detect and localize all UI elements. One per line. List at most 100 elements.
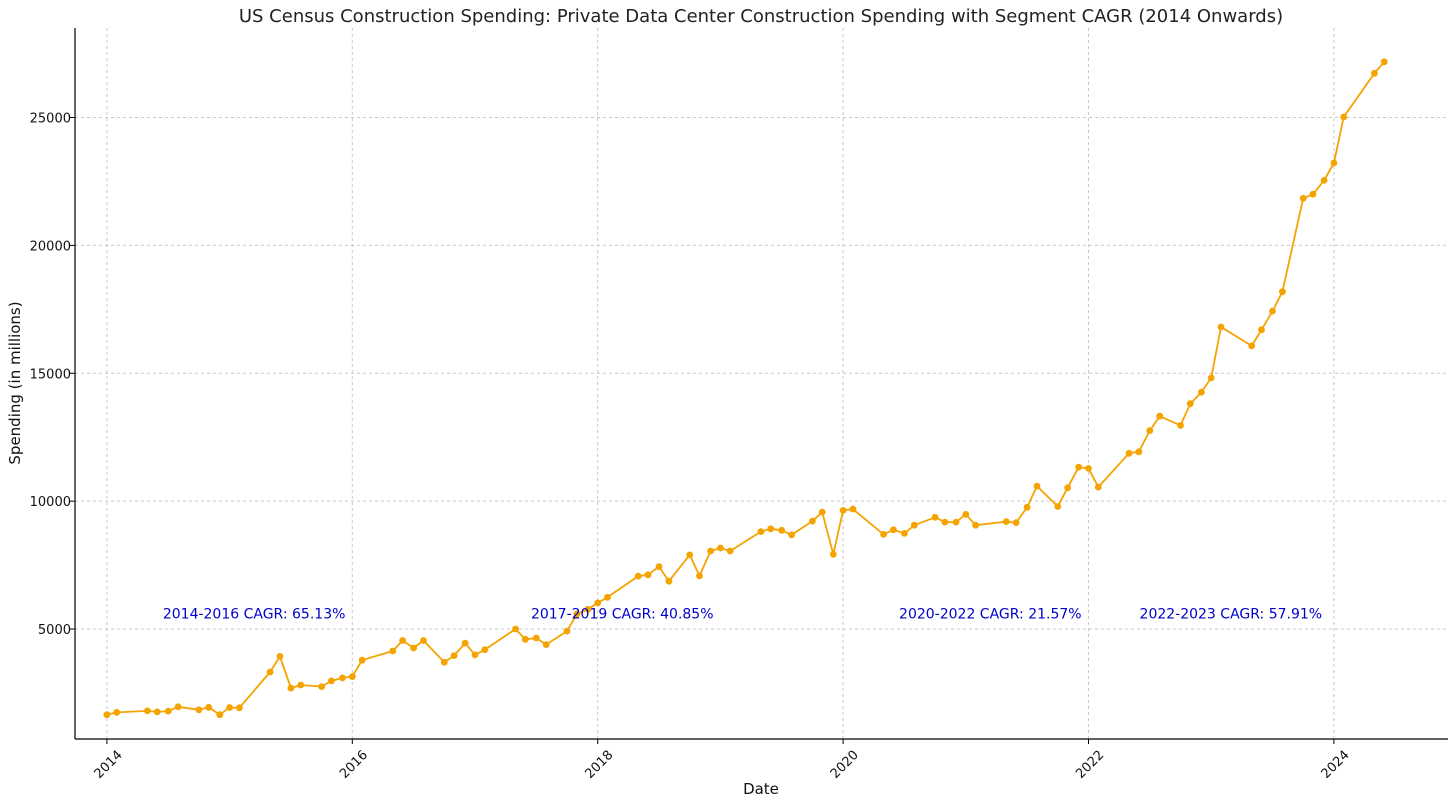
y-tick-label: 10000	[30, 495, 71, 510]
data-point	[604, 593, 611, 601]
data-point	[849, 505, 857, 513]
data-point	[1269, 307, 1276, 315]
data-point	[726, 547, 734, 555]
data-point	[348, 673, 356, 680]
data-point	[1156, 412, 1164, 420]
x-tick-label: 2016	[337, 748, 371, 782]
annotation-layer: 2014-2016 CAGR: 65.13% 2017-2019 CAGR: 40…	[163, 607, 1322, 623]
data-point	[1064, 484, 1071, 492]
chart-title: US Census Construction Spending: Private…	[239, 6, 1283, 27]
data-point	[563, 627, 571, 635]
data-point	[1330, 159, 1338, 167]
cagr-annotation: 2017-2019 CAGR: 40.85%	[531, 607, 714, 623]
data-point	[1340, 113, 1348, 121]
data-point	[521, 635, 529, 643]
data-point	[205, 703, 213, 711]
data-point	[328, 677, 335, 685]
data-point	[972, 521, 979, 529]
x-tick-label: 2018	[582, 748, 616, 782]
data-point	[829, 550, 837, 558]
data-point	[144, 707, 151, 715]
ticks: 2014 2016 2018 2020 2022 2024 5000 10000 15000 20…	[30, 112, 1353, 782]
data-point	[266, 668, 274, 676]
data-point	[634, 572, 642, 580]
data-point	[1085, 465, 1092, 472]
data-point	[532, 634, 540, 642]
data-point	[1012, 519, 1020, 526]
data-point	[696, 572, 703, 580]
data-point	[767, 525, 775, 533]
data-point	[276, 653, 284, 660]
data-point	[103, 711, 111, 719]
data-point	[195, 706, 203, 714]
data-point	[339, 674, 346, 682]
data-point	[880, 531, 887, 538]
data-point	[1248, 342, 1256, 350]
data-point	[1279, 288, 1286, 296]
data-point	[788, 531, 795, 539]
data-point	[1186, 400, 1194, 408]
x-axis-label: Date	[743, 780, 779, 798]
data-point	[717, 544, 724, 552]
x-tick-label: 2014	[92, 748, 126, 782]
data-point	[1135, 448, 1143, 456]
y-tick-label: 25000	[30, 112, 71, 127]
data-point	[757, 528, 765, 535]
cagr-annotation: 2014-2016 CAGR: 65.13%	[163, 607, 346, 623]
series-layer	[103, 58, 1388, 719]
data-point	[1177, 422, 1184, 429]
data-point	[665, 577, 673, 585]
data-point	[164, 707, 172, 715]
data-point	[686, 551, 694, 559]
x-tick-label: 2024	[1319, 748, 1353, 782]
data-point	[1002, 518, 1010, 525]
data-point	[707, 547, 714, 555]
data-point	[839, 507, 847, 514]
data-point	[471, 651, 479, 659]
y-axis-label: Spending (in millions)	[6, 301, 24, 464]
data-point	[594, 599, 602, 607]
data-point	[941, 518, 949, 526]
data-point	[644, 571, 652, 579]
data-point	[410, 644, 417, 652]
data-point	[153, 708, 161, 716]
data-point	[1094, 483, 1102, 491]
data-point	[1320, 177, 1328, 184]
data-point	[389, 647, 397, 655]
axes	[74, 28, 1448, 740]
data-point	[1023, 503, 1031, 511]
data-point	[655, 563, 663, 570]
data-point	[1075, 463, 1083, 471]
y-tick-label: 15000	[30, 367, 71, 382]
data-point	[1299, 194, 1307, 202]
data-point	[216, 711, 224, 719]
data-point	[931, 513, 939, 521]
data-point	[113, 709, 121, 716]
cagr-annotation: 2022-2023 CAGR: 57.91%	[1140, 607, 1323, 623]
data-point	[226, 704, 234, 711]
data-point	[461, 639, 469, 647]
data-point	[399, 637, 406, 644]
data-point	[481, 646, 489, 654]
grid-lines	[75, 28, 1448, 739]
data-point	[1198, 388, 1205, 396]
data-point	[318, 683, 325, 690]
data-point	[910, 521, 918, 529]
data-point	[1033, 482, 1041, 490]
data-point	[1217, 323, 1225, 331]
data-point	[809, 517, 816, 525]
data-point	[890, 526, 897, 534]
data-point	[512, 625, 519, 633]
data-point	[778, 526, 786, 534]
series-line	[106, 61, 1385, 716]
x-tick-label: 2022	[1073, 748, 1107, 782]
y-tick-label: 5000	[38, 623, 71, 638]
data-point	[901, 530, 908, 537]
data-point	[584, 605, 592, 613]
data-point	[952, 518, 960, 526]
data-point	[297, 681, 305, 689]
data-point	[174, 703, 182, 711]
data-point	[542, 641, 550, 648]
data-point	[1258, 326, 1265, 334]
